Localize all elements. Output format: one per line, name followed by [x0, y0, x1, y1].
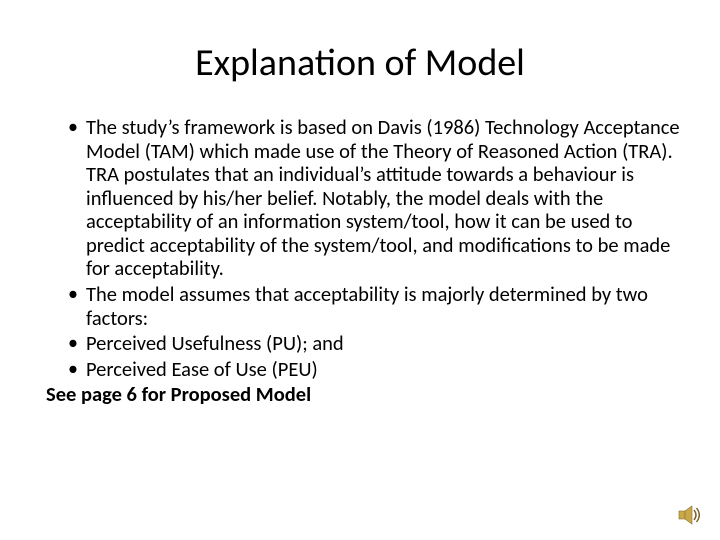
list-item: Perceived Ease of Use (PEU)	[68, 358, 680, 382]
footer-text: See page 6 for Proposed Model	[40, 383, 680, 407]
list-item: The model assumes that acceptability is …	[68, 283, 680, 330]
slide: Explanation of Model The study’s framewo…	[0, 0, 720, 540]
list-item: The study’s framework is based on Davis …	[68, 116, 680, 281]
bullet-list: The study’s framework is based on Davis …	[40, 116, 680, 381]
list-item: Perceived Usefulness (PU); and	[68, 332, 680, 356]
slide-body: The study’s framework is based on Davis …	[40, 116, 680, 407]
sound-icon	[678, 504, 704, 526]
slide-title: Explanation of Model	[40, 40, 680, 86]
